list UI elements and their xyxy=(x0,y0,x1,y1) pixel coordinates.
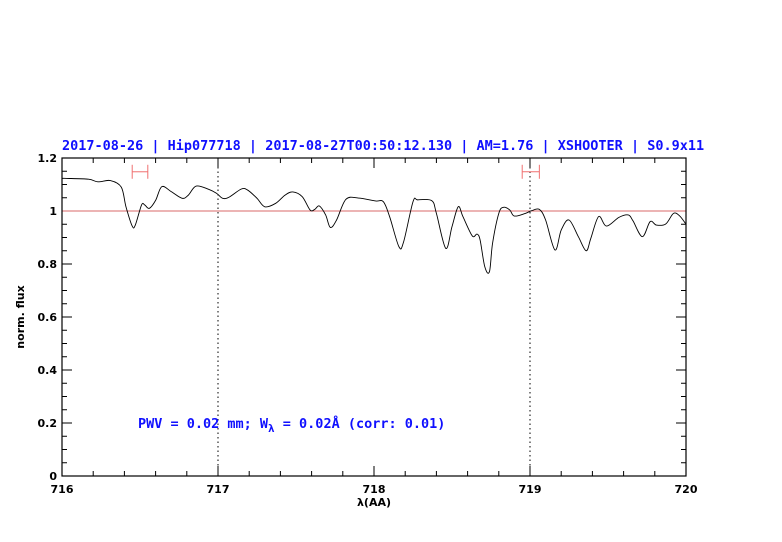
error-bar xyxy=(131,164,149,179)
y-tick-label: 1.2 xyxy=(38,152,58,165)
error-bars xyxy=(131,164,540,179)
x-axis-label: λ(AA) xyxy=(357,496,391,509)
x-tick-label: 719 xyxy=(519,483,542,496)
y-tick-label: 0.8 xyxy=(38,258,58,271)
x-tick-label: 717 xyxy=(207,483,230,496)
y-tick-label: 0.6 xyxy=(38,311,58,324)
error-bar xyxy=(521,164,540,179)
x-tick-label: 718 xyxy=(363,483,386,496)
x-tick-label: 716 xyxy=(51,483,74,496)
y-axis-label: norm. flux xyxy=(14,285,27,348)
series-layer xyxy=(61,177,687,274)
axis-ticks: 716 717 718 719 720 0 0.2 0.4 0.6 0.8 1 1.2 xyxy=(38,152,698,496)
spectrum-line xyxy=(61,177,687,274)
y-tick-label: 0 xyxy=(49,470,57,483)
y-tick-label: 1 xyxy=(49,205,57,218)
pwv-annotation: PWV = 0.02 mm; Wλ = 0.02Å (corr: 0.01) xyxy=(138,415,445,435)
x-tick-label: 720 xyxy=(675,483,698,496)
y-tick-label: 0.4 xyxy=(38,364,58,377)
y-tick-label: 0.2 xyxy=(38,417,58,430)
plot-frame xyxy=(61,157,687,477)
reference-lines xyxy=(62,158,686,476)
chart-title: 2017-08-26 | Hip077718 | 2017-08-27T00:5… xyxy=(62,138,704,154)
